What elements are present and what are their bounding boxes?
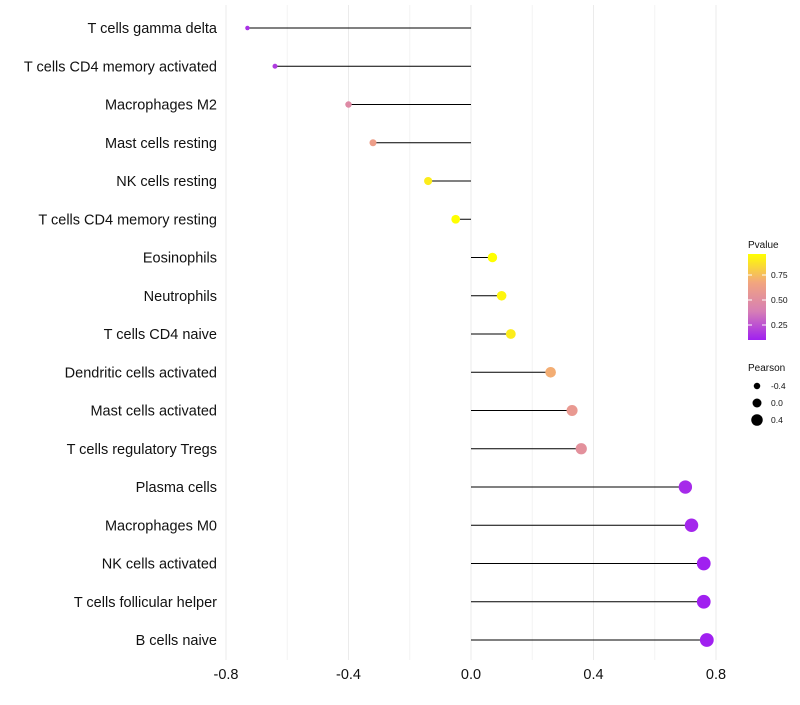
- x-tick-label: 0.4: [583, 667, 603, 683]
- grid-lines: [225, 5, 717, 660]
- x-axis-tick-labels: -0.8 -0.4 0.0 0.4 0.8: [214, 667, 727, 683]
- lollipop-dot: [684, 518, 699, 532]
- y-axis-labels: T cells gamma delta T cells CD4 memory ac…: [24, 21, 218, 649]
- y-axis-label: Dendritic cells activated: [65, 365, 217, 381]
- size-legend-dot: [751, 414, 763, 426]
- y-axis-label: B cells naive: [136, 633, 217, 649]
- y-axis-label: Plasma cells: [136, 480, 217, 496]
- y-axis-label: T cells gamma delta: [88, 21, 218, 37]
- y-axis-label: T cells CD4 memory resting: [38, 212, 217, 228]
- y-axis-label: NK cells resting: [116, 174, 217, 190]
- lollipop-dot: [424, 176, 433, 186]
- y-axis-label: T cells CD4 memory activated: [24, 59, 217, 75]
- lollipop-dot: [487, 252, 498, 263]
- lollipop-dot: [245, 25, 250, 31]
- y-axis-label: NK cells activated: [102, 557, 217, 573]
- lollipop-dot: [369, 139, 377, 147]
- pvalue-legend-title: Pvalue: [748, 240, 779, 251]
- lollipop-dot: [451, 214, 461, 224]
- lollipop-dot: [496, 290, 507, 301]
- size-legend-label: -0.4: [771, 381, 786, 391]
- size-legend-dot: [753, 382, 761, 390]
- x-tick-label: -0.4: [336, 667, 361, 683]
- y-axis-label: T cells follicular helper: [74, 595, 217, 611]
- y-axis-label: Neutrophils: [144, 289, 217, 305]
- y-axis-label: Mast cells resting: [105, 136, 217, 152]
- colorbar-tick-label: 0.75: [771, 270, 788, 280]
- lollipop-dot: [696, 556, 711, 571]
- colorbar-tick-label: 0.25: [771, 320, 788, 330]
- lollipop-dot: [696, 594, 711, 609]
- lollipop-dot: [678, 480, 693, 494]
- y-axis-label: Mast cells activated: [90, 404, 217, 420]
- size-legend-label: 0.0: [771, 398, 783, 408]
- pvalue-colorbar: [748, 254, 766, 340]
- lollipop-dot: [345, 101, 352, 108]
- y-axis-label: T cells regulatory Tregs: [67, 442, 217, 458]
- pearson-legend: Pearson -0.4 0.0 0.4: [748, 363, 786, 426]
- lollipop-stems: [247, 27, 707, 641]
- x-tick-label: -0.8: [214, 667, 239, 683]
- size-legend-dot: [752, 398, 762, 408]
- y-axis-label: Macrophages M2: [105, 98, 217, 114]
- lollipop-dot: [575, 443, 587, 455]
- x-tick-label: 0.8: [706, 667, 726, 683]
- x-tick-label: 0.0: [461, 667, 481, 683]
- lollipop-dot: [699, 633, 714, 647]
- colorbar-tick-label: 0.50: [771, 295, 788, 305]
- y-axis-label: Eosinophils: [143, 251, 217, 267]
- lollipop-dots: [245, 25, 714, 647]
- lollipop-dot: [566, 404, 578, 417]
- pvalue-legend: Pvalue 0.75 0.50 0.25: [748, 240, 788, 340]
- pearson-legend-title: Pearson: [748, 363, 785, 374]
- lollipop-dot: [545, 366, 556, 378]
- lollipop-dot: [505, 329, 516, 339]
- size-legend-label: 0.4: [771, 415, 783, 425]
- y-axis-label: Macrophages M0: [105, 518, 217, 534]
- lollipop-dot: [272, 63, 278, 69]
- y-axis-label: T cells CD4 naive: [104, 327, 217, 343]
